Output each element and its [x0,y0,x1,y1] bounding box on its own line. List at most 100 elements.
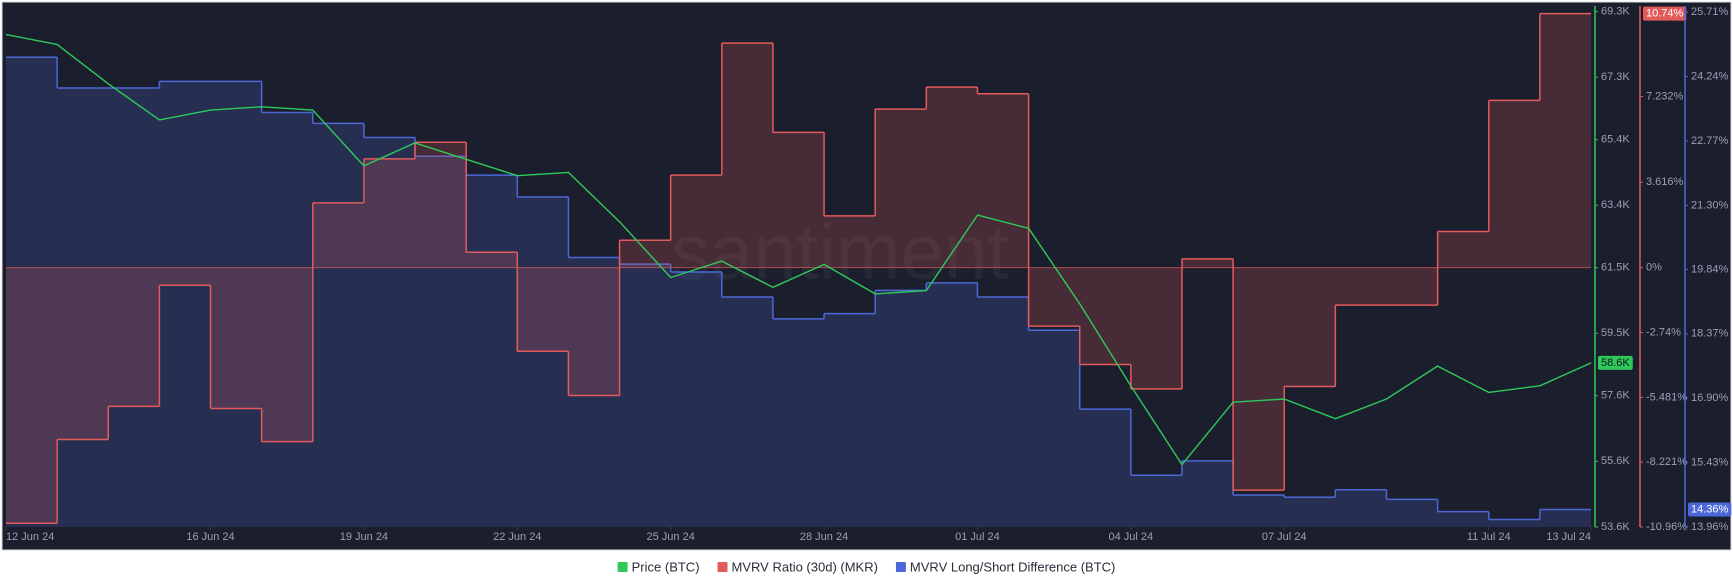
step-area [824,313,876,527]
step-area [312,123,364,527]
plot-area [5,12,1592,528]
y-tick-label: 53.6K [1601,521,1630,533]
step-area [261,112,313,528]
x-tick-label: 25 Jun 24 [647,531,695,543]
x-tick-label: 19 Jun 24 [340,531,388,543]
y-tick-label: 61.5K [1601,262,1630,274]
y-tick-label: 55.6K [1601,455,1630,467]
y-tick-label: 16.90% [1691,392,1729,404]
step-area [6,57,58,527]
y-tick-label: 57.6K [1601,390,1630,402]
y-tick-label: 13.96% [1691,521,1729,533]
y-tick-label: 67.3K [1601,71,1630,83]
last-value-badge: 10.74% [1643,6,1687,21]
step-area [1233,495,1285,527]
y-tick-label: 69.3K [1601,5,1630,17]
step-area [1284,267,1336,387]
step-area [1284,497,1336,527]
step-area [159,267,211,286]
y-tick-label: 21.30% [1691,199,1729,211]
legend-label: MVRV Long/Short Difference (BTC) [910,559,1115,574]
step-area [619,264,671,527]
step-area [977,93,1029,268]
legend-label: Price (BTC) [632,559,700,574]
step-area [721,43,773,268]
y-tick-label: 59.5K [1601,327,1630,339]
step-area [926,282,978,527]
step-area [312,202,364,268]
step-area [159,81,211,527]
step-area [1539,13,1591,268]
step-area [108,87,160,528]
chart-background [1,1,1732,551]
step-area [772,132,825,268]
y-tick-label: 25.71% [1691,6,1729,18]
y-tick-label: 15.43% [1691,456,1729,468]
step-area [1437,231,1489,268]
step-area [670,271,722,527]
step-area [1233,267,1285,491]
y-tick-label: 22.77% [1691,135,1729,147]
legend-item: Price (BTC) [617,559,700,574]
x-tick-label: 13 Jul 24 [1546,531,1591,543]
step-area [1028,267,1080,327]
x-tick-label: 01 Jul 24 [955,531,1000,543]
step-area [721,296,773,527]
step-area [670,175,722,268]
x-tick-label: 16 Jun 24 [186,531,234,543]
legend-label: MVRV Ratio (30d) (MKR) [732,559,878,574]
y-tick-label: 7.232% [1646,90,1684,102]
step-area [6,267,58,524]
badge-background [1688,502,1732,517]
badge-label: 10.74% [1646,7,1684,19]
step-area [1335,489,1387,527]
y-tick-label: 19.84% [1691,263,1729,275]
step-area [466,175,518,527]
step-area [415,142,467,268]
step-area [1539,509,1591,527]
y-tick-label: -5.481% [1646,391,1687,403]
step-area [1437,511,1489,527]
x-tick-label: 07 Jul 24 [1262,531,1307,543]
last-value-badge: 58.6K [1598,355,1633,370]
step-area [1028,330,1080,527]
x-tick-label: 28 Jun 24 [800,531,848,543]
legend-swatch [717,562,728,572]
y-tick-label: 24.24% [1691,70,1729,82]
step-area [1488,519,1540,527]
step-area [363,137,416,527]
step-area [1181,258,1234,268]
step-area [772,318,825,527]
x-tick-label: 04 Jul 24 [1109,531,1154,543]
badge-background [1643,6,1687,21]
step-area [1079,409,1131,527]
step-area [568,267,620,396]
y-tick-label: 63.4K [1601,199,1630,211]
step-area [875,290,927,527]
step-area [619,240,671,268]
step-area [57,267,109,440]
badge-background [1598,355,1633,370]
step-area [210,267,262,409]
step-area [517,267,569,352]
y-tick-label: 65.4K [1601,134,1630,146]
step-area [1079,267,1131,365]
step-area [977,296,1029,527]
legend: Price (BTC) MVRV Ratio (30d) (MKR) MVRV Lo… [617,559,1115,574]
y-tick-label: 18.37% [1691,328,1729,340]
badge-label: 58.6K [1601,357,1630,369]
axes: 69.3K 67.3K 65.4K 63.4K 61.5K 59.5K 57.6K 55.6K… [5,5,1732,543]
step-area [517,197,569,527]
step-area [1130,475,1182,527]
step-area [1181,460,1234,527]
step-area [1386,267,1438,306]
step-area [108,267,160,407]
step-area [57,87,109,528]
y-tick-label: -8.221% [1646,456,1687,468]
price-line [5,33,1592,466]
legend-item: MVRV Long/Short Difference (BTC) [895,559,1115,574]
step-area [926,87,978,268]
y-tick-label: 3.616% [1646,176,1684,188]
step-area [875,109,927,268]
